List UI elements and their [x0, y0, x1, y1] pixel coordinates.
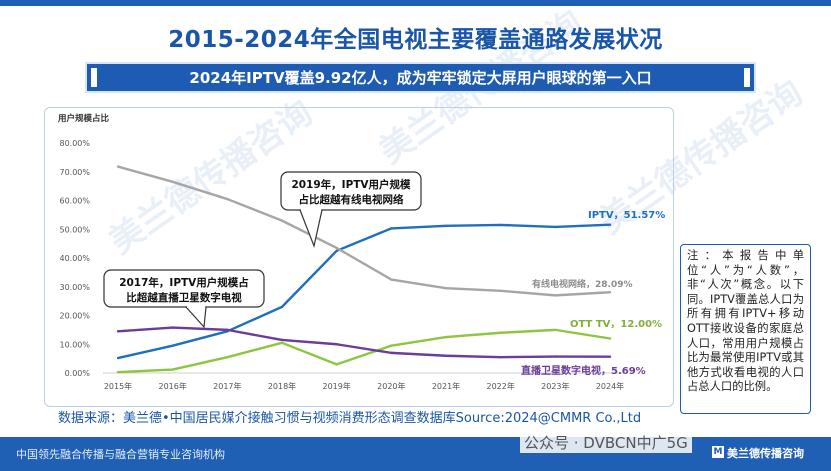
annotation-box [280, 171, 422, 211]
series-end-label: OTT TV，12.00% [570, 319, 662, 330]
series-line-2 [117, 328, 611, 374]
data-point [608, 355, 612, 358]
data-point [280, 305, 284, 309]
data-point [280, 219, 284, 222]
annotation-box [103, 269, 265, 308]
data-point [116, 330, 120, 333]
x-tick-label: 2022年 [486, 381, 514, 391]
footnote-box: 注：本报告中单位“人”为“人数”，非“人次”概念。以下同。IPTV覆盖总人口为所… [680, 244, 811, 414]
data-point [499, 223, 502, 227]
data-point [335, 246, 338, 250]
data-point [499, 355, 502, 359]
y-tick-label: 30.00% [59, 283, 90, 292]
wechat-watermark: 公众号 · DVBCN中广5G [520, 432, 692, 453]
series-line-3 [117, 326, 611, 359]
x-tick-label: 2021年 [432, 381, 460, 391]
data-point [280, 338, 284, 342]
top-accent-bar [0, 0, 831, 6]
annotation-text: 2019年，IPTV用户规模 [291, 178, 411, 191]
series-end-label: IPTV，51.57% [588, 210, 665, 221]
data-point [444, 224, 448, 227]
banner-right-marker [744, 68, 750, 87]
x-tick-label: 2020年 [377, 381, 405, 391]
x-tick-label: 2019年 [322, 381, 350, 391]
y-tick-label: 80.00% [59, 139, 90, 148]
brand-logo-icon: M [712, 446, 724, 458]
x-tick-label: 2015年 [104, 381, 132, 391]
data-point [116, 370, 120, 374]
data-point [226, 328, 229, 332]
y-tick-label: 50.00% [59, 225, 90, 234]
series-line-0 [117, 223, 611, 360]
data-point [608, 337, 612, 340]
data-point [171, 180, 174, 184]
annotation-pointer [299, 209, 323, 249]
data-point [390, 351, 393, 355]
x-tick-label: 2024年 [596, 381, 624, 391]
data-point [444, 286, 448, 290]
data-point [335, 343, 338, 346]
x-tick-label: 2017年 [213, 381, 241, 391]
data-point [171, 368, 174, 371]
y-tick-label: 40.00% [59, 254, 90, 263]
data-point [390, 344, 393, 347]
y-tick-label: 70.00% [59, 168, 90, 177]
data-point [226, 197, 229, 201]
data-point [554, 225, 557, 229]
footer-bar [0, 437, 831, 471]
subtitle-text: 2024年IPTV覆盖9.92亿人，成为牢牢锁定大屏用户眼球的第一入口 [189, 69, 652, 87]
x-tick-label: 2018年 [268, 381, 296, 391]
data-point [608, 223, 612, 226]
y-axis-label: 用户规模占比 [57, 113, 110, 124]
data-point [554, 328, 557, 332]
data-point [390, 278, 393, 281]
y-tick-label: 10.00% [59, 340, 90, 349]
y-tick-label: 60.00% [59, 197, 90, 206]
data-point [499, 289, 502, 292]
data-point [116, 165, 120, 168]
data-point [280, 341, 284, 345]
data-source: 数据来源：美兰德•中国居民媒介接触习惯与视频消费形态调查数据库Source:20… [58, 411, 642, 426]
annotation-pointer [185, 306, 207, 329]
y-tick-label: 20.00% [59, 312, 90, 321]
data-point [499, 331, 502, 334]
annotation-text: 比超越直播卫星数字电视 [126, 291, 242, 304]
data-point [116, 356, 120, 360]
data-point [554, 294, 557, 297]
data-point [335, 363, 338, 366]
chart-frame [44, 107, 674, 407]
banner-left-marker [91, 68, 97, 87]
data-point [554, 355, 557, 358]
footer-brand: 美兰德传播咨询 [727, 447, 804, 460]
series-end-label: 直播卫星数字电视，5.69% [521, 364, 646, 377]
page-title: 2015-2024年全国电视主要覆盖通路发展状况 [168, 27, 663, 53]
data-point [444, 335, 448, 339]
data-point [171, 326, 174, 329]
data-point [390, 227, 393, 230]
subtitle-banner: 2024年IPTV覆盖9.92亿人，成为牢牢锁定大屏用户眼球的第一入口 [85, 62, 756, 93]
x-tick-label: 2016年 [158, 381, 186, 391]
y-tick-label: 0.00% [65, 369, 91, 378]
series-line-1 [117, 165, 611, 297]
annotation-text: 2017年，IPTV用户规模占 [119, 276, 249, 289]
data-point [608, 291, 612, 294]
data-point [335, 249, 338, 253]
x-tick-label: 2023年 [541, 381, 569, 391]
data-point [444, 354, 448, 357]
annotation-text: 占比超越有线电视网络 [299, 193, 404, 206]
data-point [171, 344, 174, 347]
series-end-label: 有线电视网络，28.09% [532, 278, 633, 290]
footer-tagline: 中国领先融合传播与融合营销专业咨询机构 [16, 448, 225, 461]
data-point [226, 355, 229, 359]
